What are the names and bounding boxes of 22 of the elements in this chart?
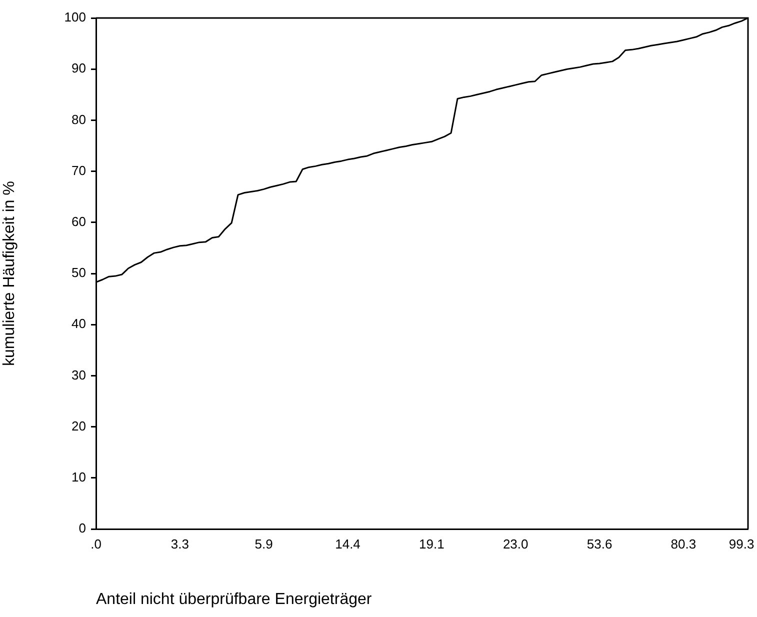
y-tick-label: 30	[72, 367, 86, 382]
x-tick-label: 3.3	[170, 536, 189, 552]
x-tick-label: 5.9	[254, 536, 273, 552]
x-tick-label: .0	[90, 536, 102, 552]
y-tick-label: 0	[78, 520, 86, 536]
y-tick-label: 20	[72, 418, 86, 434]
x-tick-label: 19.1	[419, 536, 444, 552]
y-axis-title: kumulierte Häufigkeit in %	[1, 181, 18, 366]
y-tick-label: 50	[72, 265, 86, 280]
x-tick-label: 80.3	[670, 536, 696, 552]
y-tick-label: 10	[72, 469, 86, 484]
y-tick-label: 40	[72, 316, 86, 332]
x-axis-title: Anteil nicht überprüfbare Energieträger	[96, 590, 372, 608]
x-tick-label: 53.6	[586, 536, 612, 552]
y-tick-label: 80	[72, 112, 86, 127]
x-tick-label: 14.4	[335, 536, 360, 552]
y-tick-label: 90	[72, 60, 86, 76]
y-tick-label: 60	[72, 214, 86, 229]
y-tick-label: 70	[72, 162, 86, 178]
x-tick-label: 23.0	[502, 536, 528, 552]
x-tick-label: 99.3	[728, 536, 754, 552]
y-tick-label: 100	[64, 10, 86, 25]
